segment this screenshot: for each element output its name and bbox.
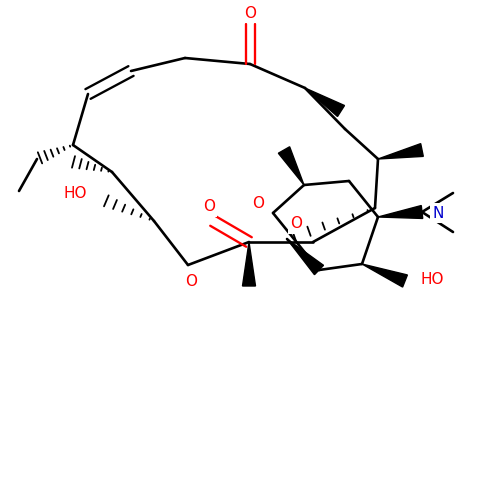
- Polygon shape: [242, 242, 256, 286]
- Polygon shape: [278, 147, 304, 185]
- Text: O: O: [185, 274, 197, 289]
- Polygon shape: [305, 88, 344, 117]
- Text: O: O: [290, 216, 302, 232]
- Polygon shape: [378, 206, 422, 218]
- Polygon shape: [378, 144, 424, 159]
- Polygon shape: [287, 239, 324, 274]
- Text: N: N: [432, 206, 444, 220]
- Text: O: O: [203, 200, 215, 214]
- Polygon shape: [362, 264, 408, 287]
- Text: O: O: [244, 6, 256, 20]
- Text: HO: HO: [420, 272, 444, 287]
- Text: HO: HO: [64, 186, 87, 200]
- Text: O: O: [252, 196, 264, 212]
